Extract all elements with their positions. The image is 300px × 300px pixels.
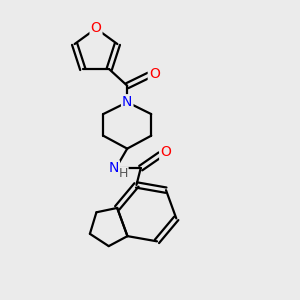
Text: N: N [109,161,119,175]
Text: O: O [91,22,101,35]
Text: O: O [149,67,160,81]
Text: H: H [118,167,128,180]
Text: O: O [160,145,171,159]
Text: N: N [122,95,132,109]
